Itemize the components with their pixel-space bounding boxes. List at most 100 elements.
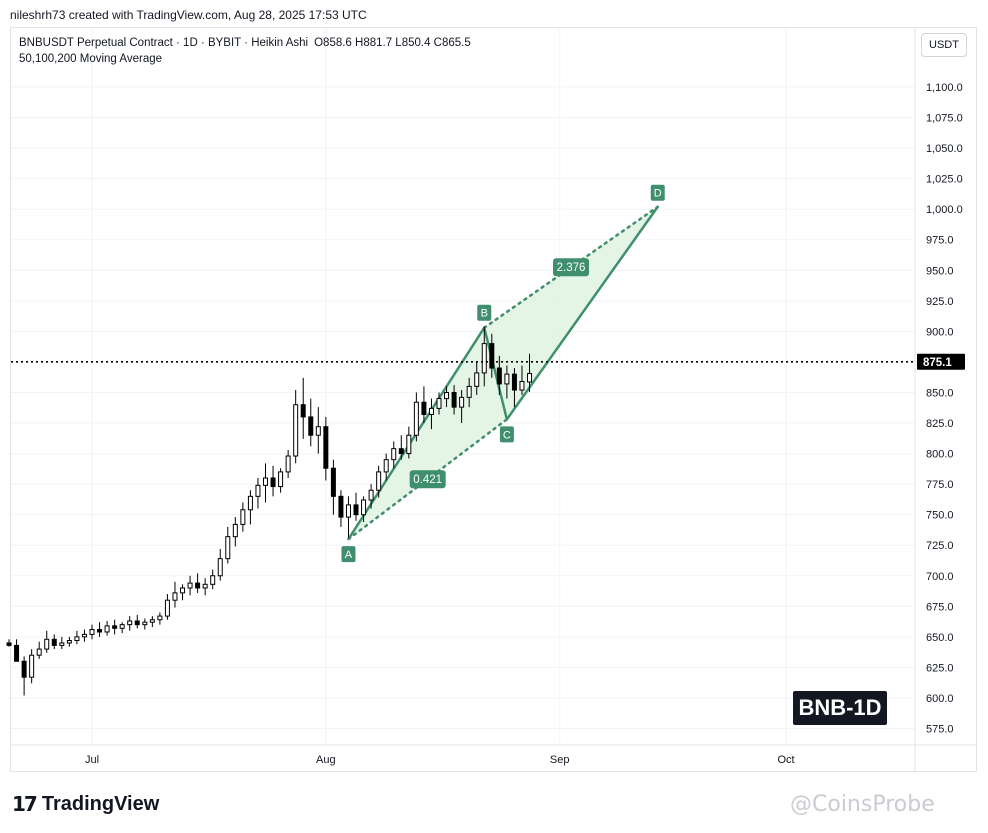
candle	[527, 353, 533, 392]
candle-body	[255, 484, 261, 497]
candle	[240, 502, 246, 532]
candle-body	[338, 495, 344, 518]
candle	[59, 636, 65, 650]
candle	[81, 629, 87, 642]
candle	[300, 377, 306, 439]
candle-body	[74, 636, 80, 642]
candle	[323, 416, 329, 481]
ratio-label-box	[409, 470, 446, 489]
candle	[14, 639, 20, 662]
candle	[187, 575, 193, 596]
candle	[29, 649, 35, 684]
ohlc-values: O858.6 H881.7 L850.4 C865.5	[314, 37, 471, 49]
candle-body	[308, 416, 314, 436]
candle	[134, 614, 140, 629]
candle-body	[134, 620, 140, 626]
point-label-c: C	[499, 426, 514, 443]
candle	[353, 492, 359, 521]
candle	[481, 326, 487, 387]
candle	[368, 484, 374, 509]
candle-body	[66, 640, 72, 644]
pattern-labels: 875.1 A B C D 0.421 2.376	[11, 184, 965, 563]
y-tick-label: 1,100.0	[926, 82, 963, 94]
ratio-label: 2.376	[553, 258, 590, 277]
candle-body	[89, 629, 95, 635]
candle	[217, 548, 223, 581]
candle-body	[202, 583, 208, 589]
candle	[451, 385, 457, 415]
candle	[278, 468, 284, 493]
y-tick-label: 725.0	[926, 540, 954, 552]
candle-body	[217, 558, 223, 577]
candle-body	[323, 426, 329, 469]
candle	[180, 584, 186, 601]
candle-body	[527, 373, 533, 383]
time-axis: Jul Aug Sep Oct	[10, 744, 977, 766]
candle	[202, 578, 208, 596]
candle-body	[195, 582, 201, 589]
point-label-a: A	[341, 546, 356, 563]
candle-body	[300, 404, 306, 418]
current-price-tag	[917, 353, 965, 370]
candle-body	[444, 391, 450, 400]
candle	[383, 453, 389, 481]
candle	[406, 426, 412, 459]
candle	[444, 386, 450, 408]
candle	[504, 365, 510, 399]
candle	[398, 435, 404, 460]
tradingview-wordmark: TradingView	[41, 792, 160, 815]
candle	[127, 616, 133, 631]
candle-body	[36, 648, 42, 656]
candle	[315, 407, 321, 454]
candle-body	[6, 642, 12, 646]
candle	[149, 616, 155, 628]
y-tick-label: 750.0	[926, 510, 954, 522]
candle-body	[466, 385, 472, 398]
candle-body	[391, 448, 397, 461]
candle-body	[383, 459, 389, 473]
candle-body	[474, 372, 480, 387]
candle-body	[489, 343, 495, 369]
candle-body	[263, 477, 268, 486]
tradingview-logo[interactable]: 17 TradingView	[12, 792, 159, 816]
symbol-line[interactable]: BNBUSDT Perpetual Contract · 1D · BYBIT …	[19, 37, 309, 49]
point-label-text: D	[654, 188, 662, 200]
candle-body	[149, 619, 155, 623]
candle	[112, 619, 118, 635]
candle-body	[519, 380, 525, 391]
y-tick-label: 1,000.0	[926, 204, 963, 216]
ratio-label-text: 2.376	[557, 262, 586, 274]
point-label-box	[499, 426, 514, 443]
candle-body	[413, 401, 419, 436]
candle	[225, 526, 231, 564]
candle-body	[164, 599, 170, 617]
candle-body	[142, 621, 148, 626]
candle	[97, 622, 103, 637]
candle-body	[345, 504, 351, 518]
y-tick-label: 1,025.0	[926, 174, 963, 186]
currency-button[interactable]: USDT	[921, 33, 967, 57]
tradingview-icon: 17	[12, 792, 38, 816]
x-tick-label: Jul	[85, 754, 99, 766]
candle-body	[376, 471, 382, 491]
candle	[293, 390, 299, 464]
candle-body	[127, 620, 133, 626]
y-tick-label: 675.0	[926, 601, 954, 613]
candle	[66, 636, 72, 647]
candle	[308, 398, 314, 447]
candle	[195, 573, 201, 593]
candle	[391, 441, 397, 469]
y-tick-label: 625.0	[926, 662, 954, 674]
candle-body	[210, 575, 216, 585]
indicator-label[interactable]: 50,100,200 Moving Average	[19, 53, 163, 65]
candle-body	[330, 467, 336, 497]
attribution-text: nileshrh73 created with TradingView.com,…	[10, 8, 367, 22]
candle-body	[459, 396, 465, 408]
y-tick-label: 1,050.0	[926, 143, 963, 155]
harmonic-pattern	[347, 205, 660, 541]
candle	[263, 463, 268, 503]
candle-body	[353, 504, 359, 516]
candle-body	[44, 638, 50, 650]
y-tick-label: 825.0	[926, 418, 954, 430]
